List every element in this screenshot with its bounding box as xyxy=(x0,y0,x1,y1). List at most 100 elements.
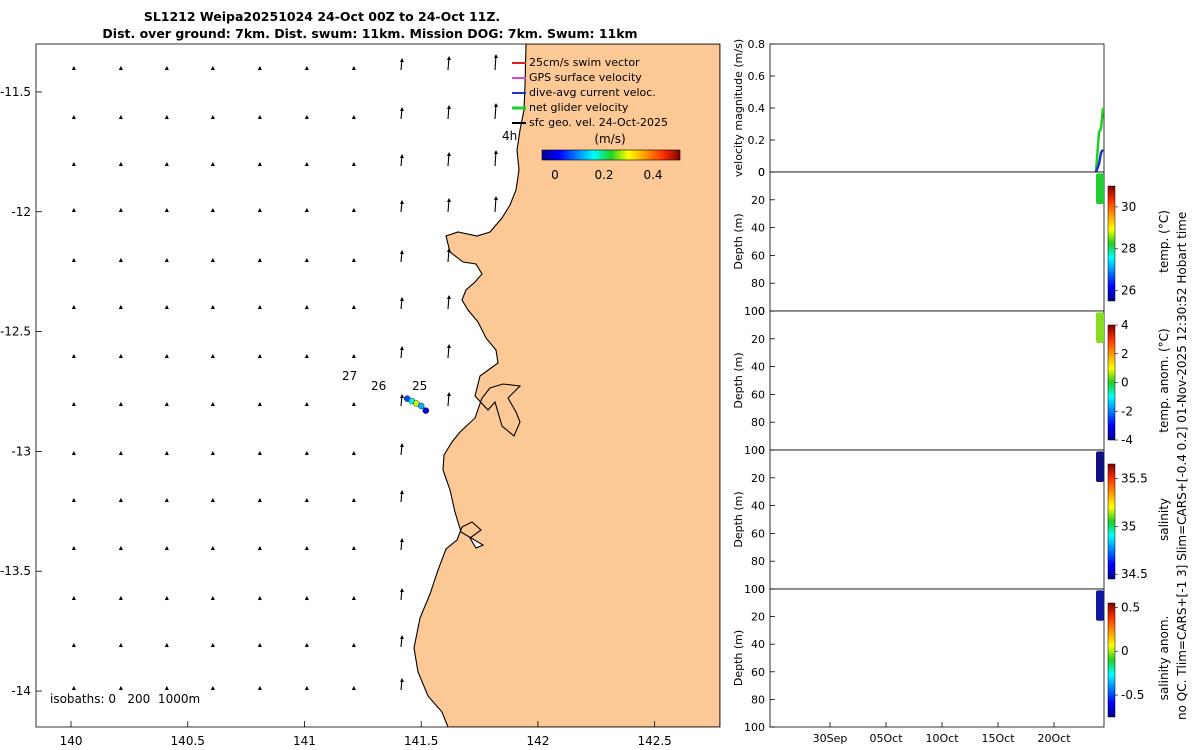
map-y-tick-label: -12 xyxy=(11,205,31,219)
panel-y-tick-label: 0.6 xyxy=(748,70,766,83)
panel-colorbar-label: salinity anom. xyxy=(1157,616,1171,701)
panel-colorbar-tick-label: 28 xyxy=(1121,242,1136,256)
geo-velocity-arrow xyxy=(351,451,356,456)
annotation-26: 26 xyxy=(371,379,386,393)
geo-velocity-arrow xyxy=(118,451,123,456)
geo-velocity-arrow xyxy=(71,498,76,503)
geo-velocity-arrow xyxy=(447,152,451,167)
geo-velocity-arrow xyxy=(164,354,169,359)
panel-y-tick-label: 20 xyxy=(751,194,765,207)
panel-colorbar-label: temp. (°C) xyxy=(1157,210,1171,273)
geo-velocity-arrow xyxy=(210,643,215,648)
date-tick-label: 10Oct xyxy=(925,732,959,745)
geo-velocity-arrow xyxy=(118,643,123,648)
geo-velocity-arrow xyxy=(351,402,356,407)
panel-colorbar-tick-label: 35.5 xyxy=(1121,471,1148,485)
geo-velocity-arrow xyxy=(257,162,262,167)
geo-velocity-arrow xyxy=(304,354,309,359)
geo-velocity-arrow xyxy=(400,588,404,601)
geo-velocity-arrow xyxy=(304,643,309,648)
panel-y-tick-label: 0 xyxy=(758,583,765,596)
geo-velocity-arrow xyxy=(164,402,169,407)
geo-velocity-arrow xyxy=(400,678,404,691)
panel-colorbar: -0.5 0 0.5 salinity anom. xyxy=(1107,600,1171,718)
map-y-tick-label: -13 xyxy=(11,444,31,458)
geo-velocity-arrow xyxy=(447,248,451,263)
sfc-geo-velocity-field xyxy=(71,54,498,691)
geo-velocity-arrow xyxy=(351,162,356,167)
geo-velocity-arrow xyxy=(164,686,169,691)
annotation-4h: 4h xyxy=(502,129,517,143)
panel-temperature: 0 20 40 60 80 100 Depth (m) 26 28 30 temp. (°C) xyxy=(732,166,1171,318)
geo-velocity-arrow xyxy=(164,498,169,503)
geo-velocity-arrow xyxy=(257,498,262,503)
panel-y-tick-label: 80 xyxy=(751,277,765,290)
geo-velocity-arrow xyxy=(210,451,215,456)
geo-velocity-arrow xyxy=(164,66,169,71)
geo-velocity-arrow xyxy=(304,208,309,213)
geo-velocity-arrow xyxy=(118,115,123,120)
geo-velocity-arrow xyxy=(400,58,404,71)
geo-velocity-arrow xyxy=(494,54,498,71)
geo-velocity-arrow xyxy=(400,443,404,456)
geo-velocity-arrow xyxy=(351,546,356,551)
map-x-tick-label: 140 xyxy=(60,734,83,748)
geo-velocity-arrow xyxy=(210,596,215,601)
geo-velocity-arrow xyxy=(400,250,404,263)
panel-y-tick-label: 0.8 xyxy=(748,38,766,51)
geo-velocity-arrow xyxy=(304,596,309,601)
panel-colorbar: 26 28 30 temp. (°C) xyxy=(1107,185,1171,302)
geo-velocity-arrow xyxy=(164,596,169,601)
panel-y-tick-label: 20 xyxy=(751,472,765,485)
geo-velocity-arrow xyxy=(494,150,498,167)
panel-y-label: velocity magnitude (m/s) xyxy=(732,39,745,177)
geo-velocity-arrow xyxy=(210,686,215,691)
geo-velocity-arrow xyxy=(118,596,123,601)
map-legend: 25cm/s swim vector GPS surface velocity … xyxy=(512,56,668,129)
geo-velocity-arrow xyxy=(257,354,262,359)
panel-y-tick-label: 100 xyxy=(744,721,765,734)
geo-velocity-arrow xyxy=(351,258,356,263)
panel-y-label: Depth (m) xyxy=(732,213,745,269)
panel-colorbar-tick-label: 0.5 xyxy=(1121,600,1140,614)
panel-y-tick-label: 0 xyxy=(758,444,765,457)
geo-velocity-arrow xyxy=(351,354,356,359)
panel-y-tick-label: 0 xyxy=(758,166,765,179)
geo-velocity-arrow xyxy=(71,305,76,310)
geo-velocity-arrow xyxy=(257,115,262,120)
geo-velocity-arrow xyxy=(210,208,215,213)
geo-velocity-arrow xyxy=(164,258,169,263)
date-tick-label: 20Oct xyxy=(1037,732,1071,745)
panel-colorbar-tick-label: 4 xyxy=(1121,318,1129,332)
panel-temperature_anomaly: 0 20 40 60 80 100 Depth (m) -4 -2 0 2 4 temp. anom. … xyxy=(732,305,1171,457)
glider-track-point xyxy=(422,407,430,414)
map-y-tick-label: -11.5 xyxy=(0,85,31,99)
geo-velocity-arrow xyxy=(210,162,215,167)
panel-y-tick-label: 20 xyxy=(751,333,765,346)
map-x-axis: 140 140.5 141 141.5 142 142.5 xyxy=(60,721,672,748)
geo-velocity-arrow xyxy=(71,596,76,601)
legend-net-glider-velocity: net glider velocity xyxy=(529,101,629,114)
map-colorbar-gradient xyxy=(541,149,681,161)
profile-data-column xyxy=(1096,451,1104,482)
panel-colorbar-tick-label: 35 xyxy=(1121,519,1136,533)
geo-velocity-arrow xyxy=(257,596,262,601)
panel-colorbar-gradient xyxy=(1107,185,1116,302)
geo-velocity-arrow xyxy=(71,115,76,120)
velocity-series-line xyxy=(1094,148,1105,173)
panel-frame xyxy=(769,171,1105,312)
geo-velocity-arrow xyxy=(164,546,169,551)
panel-colorbar-tick-label: -4 xyxy=(1121,433,1133,447)
geo-velocity-arrow xyxy=(71,686,76,691)
geo-velocity-arrow xyxy=(210,498,215,503)
panel-y-tick-label: 0.2 xyxy=(748,134,766,147)
map-x-tick-label: 142.5 xyxy=(637,734,671,748)
geo-velocity-arrow xyxy=(210,115,215,120)
panel-frame xyxy=(769,588,1105,728)
panel-colorbar-gradient xyxy=(1107,463,1116,580)
coastline-land xyxy=(413,44,720,727)
panel-y-tick-label: 0 xyxy=(758,166,765,179)
geo-velocity-arrow xyxy=(210,305,215,310)
date-tick-label: 05Oct xyxy=(869,732,903,745)
